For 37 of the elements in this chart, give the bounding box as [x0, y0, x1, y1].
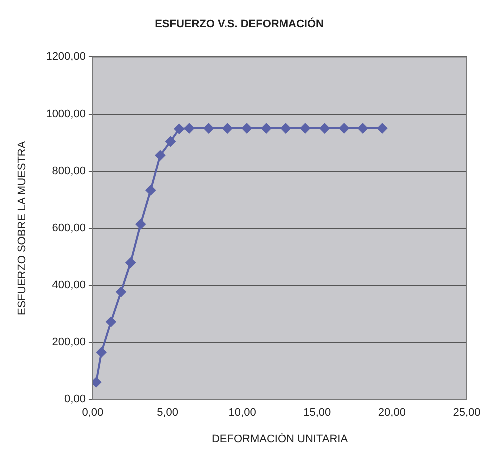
point: [116, 287, 126, 298]
point: [184, 124, 194, 134]
point: [262, 124, 272, 134]
point: [106, 316, 116, 327]
x-tick-label: 20,00: [378, 407, 406, 420]
y-tick-label: 1200,00: [46, 51, 86, 64]
point: [300, 124, 310, 134]
x-tick-label: 15,00: [304, 407, 332, 420]
point: [155, 150, 166, 161]
x-tick-label: 25,00: [453, 407, 481, 420]
x-tick-label: 10,00: [228, 407, 256, 420]
chart-title: ESFUERZO V.S. DEFORMACIÓN: [155, 18, 324, 31]
y-tick-label: 800,00: [52, 165, 86, 178]
point: [96, 348, 107, 358]
point: [242, 124, 252, 134]
x-tick-label: 0,00: [82, 407, 104, 420]
point: [222, 124, 233, 134]
point: [92, 377, 102, 388]
y-axis-title: ESFUERZO SOBRE LA MUESTRA: [16, 140, 29, 316]
point: [204, 124, 214, 134]
point: [136, 219, 146, 230]
y-tick-label: 200,00: [52, 336, 86, 349]
point: [280, 124, 291, 134]
point: [146, 185, 156, 196]
point: [377, 124, 388, 134]
point: [126, 258, 136, 268]
point: [339, 124, 350, 134]
y-tick-label: 600,00: [52, 222, 86, 234]
y-tick-label: 0,00: [64, 394, 86, 406]
x-tick-label: 5,00: [157, 407, 178, 420]
point: [174, 124, 184, 134]
x-axis-title: DEFORMACIÓN UNITARIA: [212, 432, 349, 446]
point: [166, 136, 176, 147]
point: [358, 124, 368, 134]
y-tick-label: 400,00: [52, 280, 86, 292]
point: [320, 124, 330, 134]
y-tick-label: 1000,00: [46, 108, 86, 120]
